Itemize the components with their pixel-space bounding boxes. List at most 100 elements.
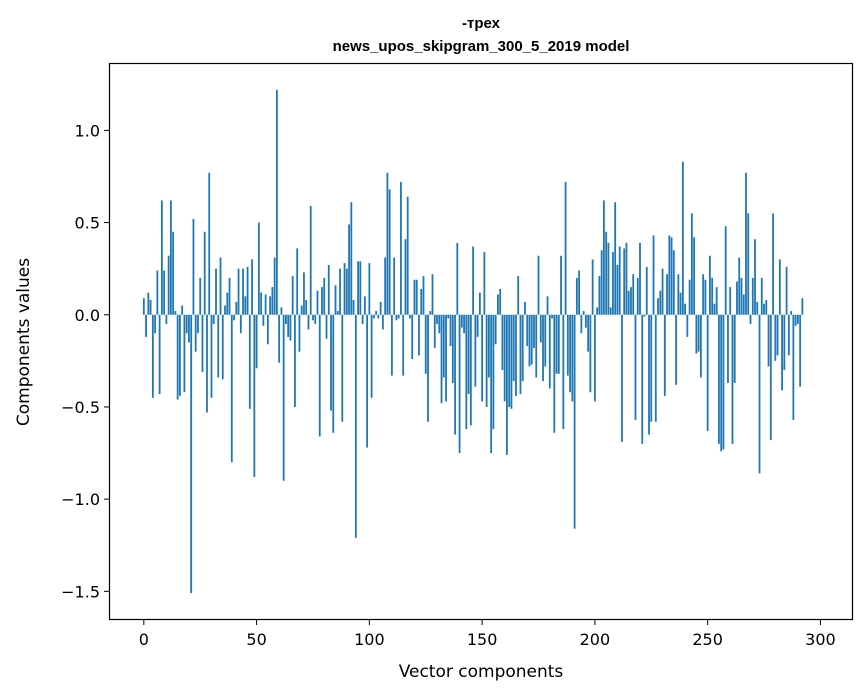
bar-197 bbox=[587, 314, 590, 352]
bar-127 bbox=[429, 311, 432, 315]
x-tick-label: 300 bbox=[805, 630, 836, 649]
bar-258 bbox=[724, 226, 727, 315]
bar-124 bbox=[422, 276, 425, 315]
bar-269 bbox=[749, 314, 752, 324]
bar-177 bbox=[542, 314, 544, 382]
bar-115 bbox=[402, 314, 405, 376]
bar-113 bbox=[397, 314, 400, 319]
bar-212 bbox=[621, 314, 623, 442]
bar-140 bbox=[458, 314, 461, 454]
plot-frame bbox=[108, 62, 854, 621]
bar-176 bbox=[539, 314, 542, 343]
bar-180 bbox=[548, 314, 551, 389]
bar-193 bbox=[578, 270, 580, 315]
bar-57 bbox=[271, 287, 274, 315]
bar-104 bbox=[377, 314, 380, 319]
bar-153 bbox=[487, 314, 490, 378]
bar-169 bbox=[524, 301, 526, 315]
bar-192 bbox=[575, 277, 578, 315]
bar-16 bbox=[179, 314, 181, 396]
bar-53 bbox=[262, 314, 265, 326]
bar-282 bbox=[778, 259, 781, 315]
y-axis-ticks: −1.5 −1.0 −0.5 0.0 0.5 1.0 bbox=[61, 121, 110, 601]
bar-39 bbox=[230, 314, 233, 463]
bar-249 bbox=[704, 279, 707, 315]
bar-8 bbox=[160, 200, 163, 315]
bar-26 bbox=[201, 314, 204, 372]
bar-203 bbox=[600, 250, 603, 315]
bar-95 bbox=[357, 261, 359, 315]
bar-265 bbox=[740, 277, 743, 315]
bar-136 bbox=[449, 314, 452, 347]
bar-240 bbox=[684, 303, 686, 315]
bar-73 bbox=[307, 314, 310, 330]
bar-168 bbox=[521, 314, 524, 382]
bar-141 bbox=[460, 314, 463, 328]
bar-98 bbox=[363, 296, 366, 315]
bar-194 bbox=[580, 314, 583, 334]
bar-248 bbox=[702, 274, 705, 315]
bar-38 bbox=[228, 277, 231, 315]
bar-99 bbox=[366, 314, 368, 448]
bar-11 bbox=[167, 255, 170, 315]
bar-3 bbox=[149, 300, 152, 315]
bar-160 bbox=[503, 314, 506, 402]
bar-206 bbox=[607, 242, 610, 315]
bar-64 bbox=[287, 314, 290, 337]
bar-79 bbox=[321, 287, 323, 315]
bar-85 bbox=[334, 285, 337, 315]
bar-65 bbox=[289, 314, 292, 341]
bar-207 bbox=[609, 307, 612, 315]
bar-280 bbox=[774, 314, 777, 361]
bar-174 bbox=[535, 314, 538, 378]
x-axis-label: Vector components bbox=[399, 662, 564, 682]
bar-67 bbox=[294, 314, 296, 407]
bar-22 bbox=[192, 218, 195, 315]
bar-264 bbox=[738, 257, 741, 315]
bar-18 bbox=[183, 314, 186, 393]
x-axis-ticks: 0 50 100 150 200 250 300 bbox=[139, 619, 836, 649]
bar-232 bbox=[666, 274, 668, 315]
bar-4 bbox=[151, 314, 154, 398]
bar-137 bbox=[451, 314, 454, 383]
bar-286 bbox=[787, 314, 790, 356]
bar-28 bbox=[206, 314, 208, 413]
bar-7 bbox=[158, 314, 161, 395]
bar-202 bbox=[598, 276, 601, 315]
bar-130 bbox=[436, 314, 438, 324]
bar-45 bbox=[244, 296, 247, 315]
bar-78 bbox=[318, 314, 321, 437]
y-tick-label: 1.0 bbox=[75, 121, 100, 140]
bar-274 bbox=[760, 277, 763, 315]
bar-76 bbox=[314, 314, 317, 324]
bar-159 bbox=[501, 314, 504, 371]
bar-253 bbox=[713, 303, 716, 315]
bar-126 bbox=[427, 314, 429, 422]
bar-245 bbox=[695, 314, 698, 354]
bar-69 bbox=[298, 314, 301, 352]
bar-120 bbox=[413, 279, 416, 315]
bar-191 bbox=[573, 314, 576, 529]
bar-91 bbox=[348, 224, 350, 315]
bar-2 bbox=[147, 292, 150, 315]
bar-167 bbox=[519, 314, 522, 395]
bar-134 bbox=[445, 314, 447, 402]
bar-204 bbox=[603, 200, 605, 315]
chart-title-line-2: news_upos_skipgram_300_5_2019 model bbox=[333, 38, 630, 55]
bar-201 bbox=[596, 307, 599, 315]
y-axis-label: Components values bbox=[14, 258, 34, 426]
bar-72 bbox=[305, 300, 308, 315]
bar-47 bbox=[248, 314, 251, 409]
bar-89 bbox=[343, 263, 346, 315]
x-tick-label: 0 bbox=[139, 630, 149, 649]
bar-105 bbox=[379, 301, 382, 315]
bar-119 bbox=[411, 314, 414, 360]
y-tick-label: −1.0 bbox=[61, 490, 100, 509]
bar-254 bbox=[715, 287, 718, 315]
x-tick-label: 200 bbox=[580, 630, 611, 649]
bar-23 bbox=[194, 314, 197, 352]
bar-30 bbox=[210, 314, 213, 398]
bar-43 bbox=[239, 314, 242, 334]
bar-224 bbox=[648, 314, 650, 435]
bar-92 bbox=[350, 202, 353, 315]
